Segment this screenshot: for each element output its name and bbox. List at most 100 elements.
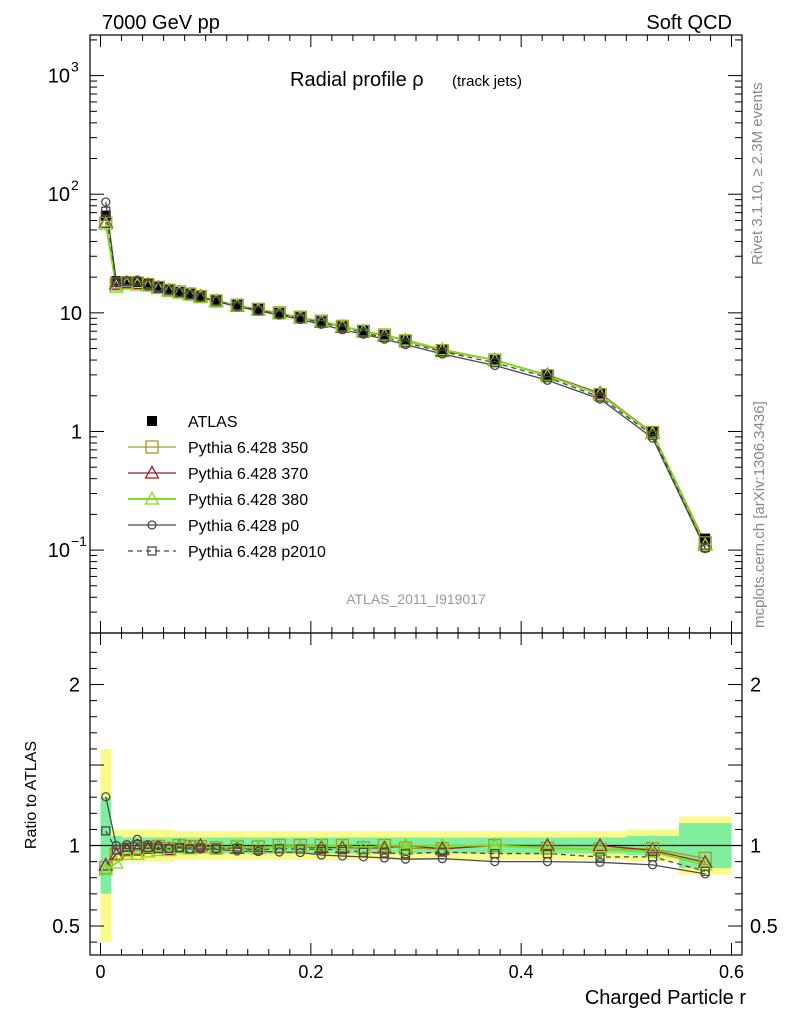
series-5-ratio-point [542, 848, 553, 859]
series-5-point [400, 338, 411, 348]
series-5-ratio-point [101, 826, 111, 836]
series-5-ratio-point [437, 847, 447, 857]
series-2-ratio-point [376, 840, 393, 854]
series-5-ratio-point [358, 847, 369, 857]
series-5-point [195, 292, 206, 302]
header-right: Soft QCD [646, 12, 732, 34]
series-0-point [142, 279, 153, 290]
x-axis-label: Charged Particle r [585, 987, 747, 1009]
y-tick-label: 10 [60, 303, 82, 325]
series-5-point [700, 542, 710, 553]
ratio-axes: 0 0.2 0.4 0.6 0.5 0.5 1 1 2 2 [52, 633, 778, 982]
ratio-y-tick-label: 2 [69, 675, 80, 697]
series-3-ratio-point [182, 841, 198, 855]
series-3-point [376, 327, 393, 341]
y-tick-exponent: 3 [71, 59, 79, 75]
series-0-point [184, 288, 195, 299]
y-tick-label: 1 [71, 421, 82, 443]
series-5-point [143, 279, 153, 290]
legend-label: Pythia 6.428 350 [188, 440, 308, 457]
ratio-y-tick-label-right: 2 [750, 675, 761, 697]
legend-marker [147, 520, 157, 530]
series-0-point [132, 277, 143, 288]
series-3-ratio-point [171, 839, 188, 854]
mcplots-label: mcplots.cern.ch [arXiv:1306.3436] [751, 401, 768, 628]
series-5-ratio-point [295, 844, 305, 854]
legend-label: Pythia 6.428 380 [188, 492, 308, 509]
series-3-ratio-point [539, 840, 556, 854]
header-left: 7000 GeV pp [102, 12, 220, 34]
ratio-series-markers [98, 792, 713, 879]
y-tick-exponent: −1 [71, 533, 87, 549]
legend-label: Pythia 6.428 p0 [188, 518, 299, 535]
series-3-point [98, 216, 114, 230]
series-5-ratio-point [174, 843, 185, 853]
series-2-ratio-point [539, 837, 556, 852]
ratio-frame [89, 632, 743, 956]
x-tick-label: 0 [96, 962, 106, 982]
series-2-ratio-point [592, 837, 608, 852]
series-5-point [132, 277, 142, 287]
series-5-point [437, 347, 447, 357]
series-3-ratio-point [150, 842, 166, 857]
series-0-point [211, 295, 222, 306]
series-5-ratio-point [700, 866, 710, 876]
series-0-point [542, 369, 553, 380]
series-0-point [295, 312, 306, 323]
series-3-point [592, 386, 608, 401]
series-5-ratio-point [647, 852, 658, 862]
series-0-point [253, 303, 264, 314]
series-5-point [101, 206, 111, 216]
legend-marker [145, 440, 159, 454]
y-tick-label: 10 [48, 540, 70, 562]
series-4-point [101, 197, 111, 207]
legend-marker [147, 416, 157, 426]
series-3-ratio-point [434, 837, 450, 852]
series-5-line [105, 211, 706, 548]
series-5-ratio-point [111, 845, 121, 855]
series-5-point [542, 372, 553, 383]
series-5-point [232, 301, 242, 311]
series-5-ratio-point [316, 844, 327, 854]
series-5-point [211, 296, 221, 306]
series-5-ratio-point [253, 845, 263, 855]
series-4-ratio-point [595, 857, 605, 868]
series-2-ratio-point [119, 842, 135, 856]
series-5-point [490, 358, 500, 368]
series-5-point [185, 290, 195, 300]
rivet-label: Rivet 3.1.10, ≥ 2.3M events [749, 83, 766, 266]
series-0-point [121, 276, 132, 287]
series-5-ratio-point [195, 843, 206, 853]
ratio-ylabel: Ratio to ATLAS [23, 741, 40, 849]
series-0-point [195, 291, 206, 302]
series-0-point [153, 282, 164, 293]
legend-label: Pythia 6.428 370 [188, 466, 308, 483]
series-5-ratio-point [379, 848, 390, 858]
series-4-ratio-point [400, 854, 411, 864]
series-3-point [697, 537, 713, 551]
ratio-y-tick-label: 0.5 [52, 916, 80, 938]
series-5-ratio-point [153, 843, 164, 854]
ratio-y-tick-label-right: 0.5 [750, 916, 778, 938]
series-5-ratio-point [400, 849, 411, 859]
series-5-point [274, 309, 284, 319]
series-3-point [161, 283, 177, 297]
series-3-ratio-point [108, 855, 124, 869]
legend-label: Pythia 6.428 p2010 [188, 544, 326, 561]
legend-marker [144, 465, 160, 479]
series-5-point [153, 283, 164, 293]
series-3-point [539, 367, 556, 382]
series-5-point [174, 288, 185, 298]
series-3-ratio-point [292, 839, 308, 853]
series-5-point [358, 328, 369, 338]
series-5-ratio-point [122, 842, 132, 852]
series-3-point [171, 284, 188, 299]
series-2-ratio-point [98, 857, 114, 871]
x-tick-label: 0.4 [509, 962, 534, 982]
series-4-ratio-point [437, 854, 447, 864]
series-0-point [316, 316, 327, 327]
series-5-point [316, 317, 327, 328]
series-4-ratio-point [337, 851, 348, 861]
analysis-watermark: ATLAS_2011_I919017 [346, 591, 486, 607]
series-5-ratio-point [132, 839, 142, 850]
